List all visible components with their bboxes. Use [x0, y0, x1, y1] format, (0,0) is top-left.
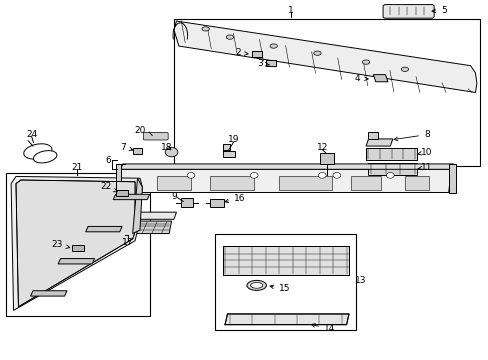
Polygon shape [368, 132, 377, 139]
Polygon shape [116, 190, 127, 196]
Polygon shape [58, 258, 94, 264]
Polygon shape [30, 291, 67, 296]
Polygon shape [251, 51, 261, 57]
Text: 20: 20 [134, 126, 145, 135]
Ellipse shape [246, 280, 266, 291]
Text: 9: 9 [171, 192, 177, 201]
Ellipse shape [202, 27, 209, 31]
Polygon shape [106, 212, 176, 219]
Text: 7: 7 [120, 143, 133, 152]
Polygon shape [16, 180, 135, 307]
Circle shape [318, 172, 325, 178]
Polygon shape [132, 148, 142, 154]
Text: 2: 2 [235, 48, 247, 57]
Text: 5: 5 [431, 6, 446, 15]
Polygon shape [72, 245, 84, 251]
Text: 6: 6 [105, 156, 111, 165]
Text: 13: 13 [355, 275, 366, 284]
Polygon shape [210, 199, 224, 207]
FancyBboxPatch shape [382, 5, 433, 18]
Polygon shape [222, 144, 234, 157]
Text: 4: 4 [354, 74, 367, 83]
Polygon shape [366, 139, 392, 146]
Polygon shape [120, 164, 453, 169]
Polygon shape [372, 75, 387, 82]
Text: 1: 1 [287, 6, 293, 15]
Circle shape [165, 148, 178, 157]
Ellipse shape [362, 60, 369, 64]
Polygon shape [181, 198, 193, 207]
Text: 21: 21 [71, 163, 82, 172]
Polygon shape [368, 163, 416, 175]
Polygon shape [116, 164, 120, 194]
Polygon shape [319, 153, 334, 164]
Polygon shape [118, 169, 450, 193]
Polygon shape [11, 176, 142, 310]
Bar [157, 176, 191, 190]
Text: 24: 24 [26, 130, 37, 139]
Ellipse shape [269, 44, 277, 48]
Text: 16: 16 [224, 194, 245, 203]
FancyBboxPatch shape [143, 132, 168, 140]
Bar [210, 176, 254, 190]
Bar [351, 176, 380, 190]
Polygon shape [85, 226, 122, 232]
Text: 8: 8 [393, 130, 429, 141]
Text: 12: 12 [316, 143, 327, 152]
Text: 3: 3 [257, 59, 268, 68]
Ellipse shape [250, 283, 262, 288]
Text: 19: 19 [227, 135, 239, 144]
Polygon shape [448, 164, 455, 193]
Text: 11: 11 [417, 163, 432, 172]
Circle shape [332, 172, 340, 178]
Ellipse shape [313, 51, 321, 55]
Text: 17: 17 [122, 238, 133, 247]
Text: 10: 10 [417, 148, 432, 157]
Text: 22: 22 [100, 181, 117, 192]
Text: 15: 15 [269, 284, 289, 293]
Polygon shape [132, 178, 142, 234]
Ellipse shape [401, 67, 408, 71]
Bar [404, 176, 428, 190]
Text: 18: 18 [161, 143, 172, 152]
Text: 23: 23 [52, 240, 70, 249]
Bar [278, 176, 331, 190]
Circle shape [250, 172, 258, 178]
Polygon shape [224, 314, 348, 325]
Polygon shape [174, 21, 476, 93]
Bar [215, 234, 356, 330]
Bar [6, 173, 149, 316]
Circle shape [187, 172, 195, 178]
Polygon shape [266, 60, 276, 66]
Polygon shape [366, 148, 416, 160]
Circle shape [386, 172, 393, 178]
Bar [174, 19, 479, 166]
Ellipse shape [226, 35, 233, 39]
Text: 14: 14 [311, 324, 335, 333]
Polygon shape [222, 246, 348, 275]
Ellipse shape [33, 150, 57, 163]
Polygon shape [99, 221, 171, 234]
Polygon shape [113, 194, 149, 200]
